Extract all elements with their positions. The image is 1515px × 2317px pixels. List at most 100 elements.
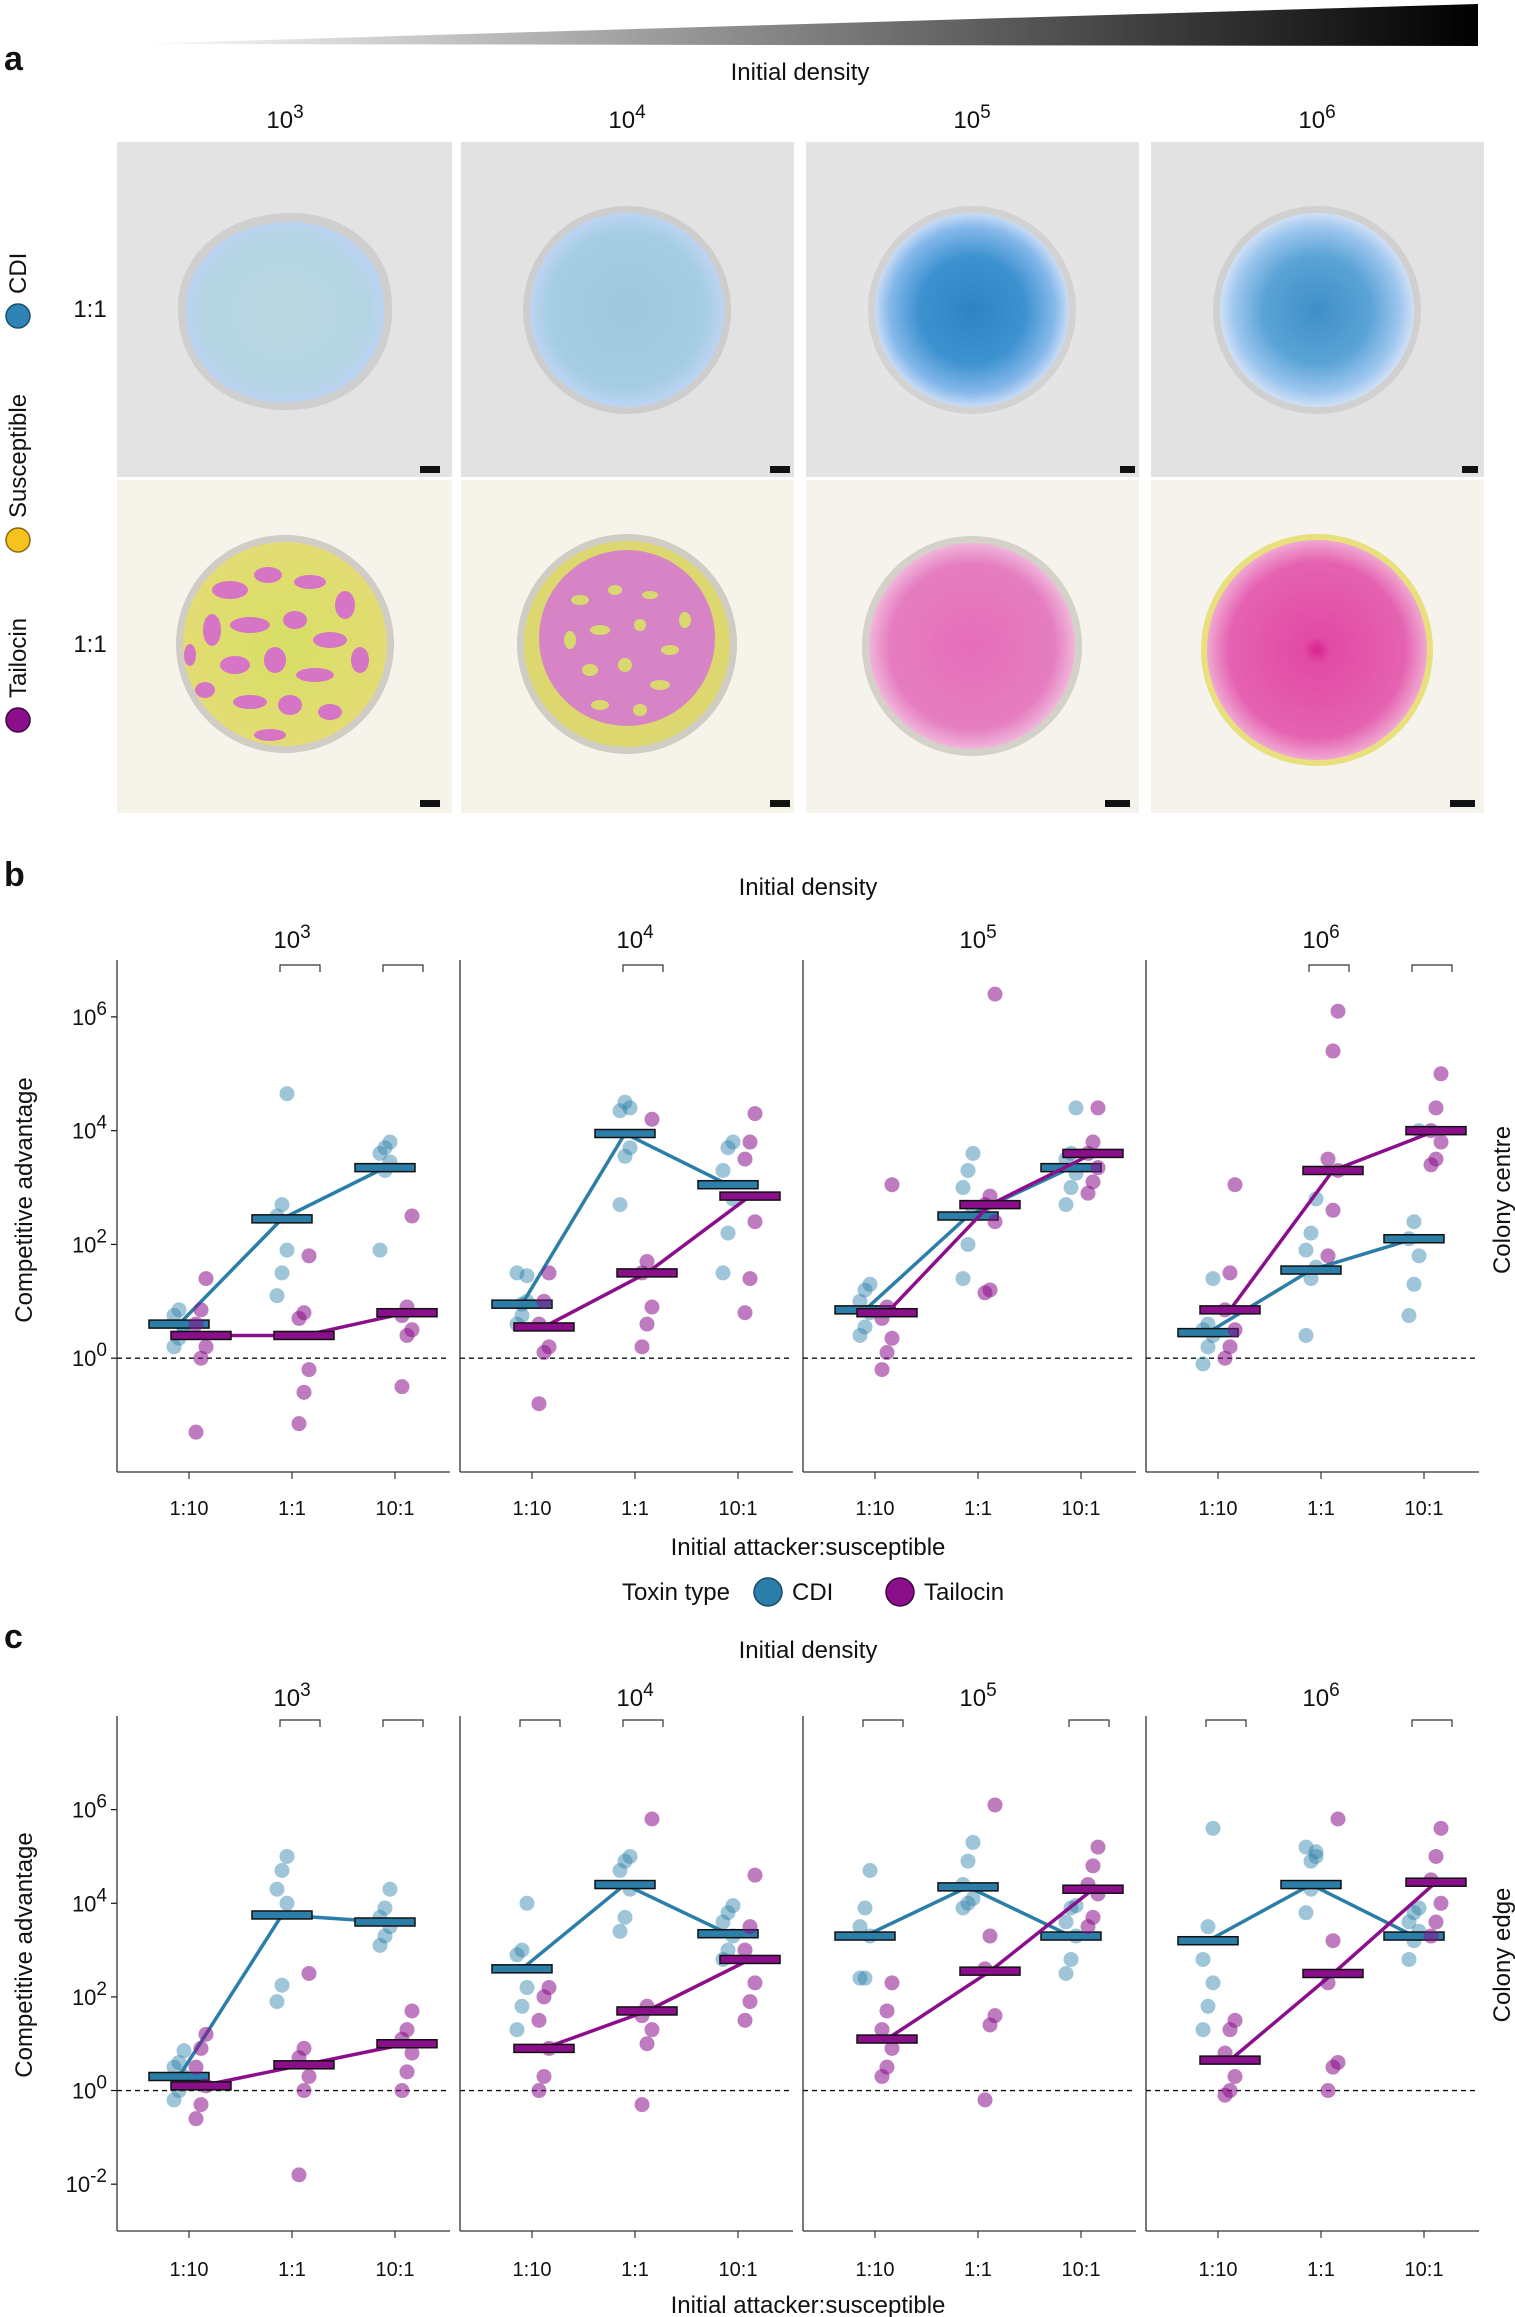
cdi-median-bar	[354, 1162, 416, 1173]
subplot-c-10-4: 104 1:10 1:1 10:1	[459, 1680, 793, 2281]
cdi-point	[965, 1891, 981, 1907]
cdi-point	[955, 1271, 971, 1287]
panel-b-xlabel: Initial attacker:susceptible	[671, 1534, 946, 1561]
cdi-point	[617, 1148, 633, 1164]
cdi-point	[1411, 1900, 1427, 1916]
cdi-point	[509, 1265, 525, 1281]
significance-bracket	[622, 964, 664, 972]
x-tick-label: 1:1	[621, 2259, 649, 2281]
x-tick-label: 10:1	[1405, 1498, 1444, 1520]
image-tailocin-10-6	[1151, 480, 1484, 813]
scale-bar	[420, 800, 440, 807]
tailocin-point	[1085, 1909, 1101, 1925]
tailocin-point	[634, 2097, 650, 2113]
x-tick-label: 10:1	[1062, 1498, 1101, 1520]
cdi-point	[279, 1895, 295, 1911]
cdi-median-bar	[1040, 1931, 1102, 1941]
tailocin-median-bar	[273, 2060, 335, 2070]
image-cdi-10-5	[806, 142, 1139, 477]
tailocin-point	[987, 2008, 1003, 2024]
cdi-point	[715, 1162, 731, 1178]
tailocin-point	[1428, 1848, 1444, 1864]
tailocin-point	[1222, 1339, 1238, 1355]
tailocin-point	[1090, 1100, 1106, 1116]
tailocin-point	[644, 1299, 660, 1315]
tailocin-point	[747, 1867, 763, 1883]
tailocin-point	[644, 1811, 660, 1827]
x-tick-label: 1:1	[964, 2259, 992, 2281]
cdi-point	[622, 1100, 638, 1116]
tailocin-colony	[1207, 540, 1427, 760]
cdi-point	[166, 2092, 182, 2108]
significance-bracket	[519, 1719, 561, 1727]
chart-panel-c: 10-2 100 102 104 106 103 1:10 1:1 10:1 104 1:10 1:1…	[66, 1680, 1479, 2281]
significance-bracket	[382, 964, 424, 972]
cdi-point	[1200, 1919, 1216, 1935]
x-tick-label: 1:10	[1199, 2259, 1238, 2281]
tailocin-point	[874, 2022, 890, 2038]
x-tick-label: 10:1	[376, 2259, 415, 2281]
tailocin-point	[1085, 1858, 1101, 1874]
tailocin-point	[541, 1265, 557, 1281]
cdi-colony	[530, 213, 724, 407]
cdi-point	[960, 1236, 976, 1252]
image-cdi-10-3	[117, 142, 452, 477]
legend-cdi-label: CDI	[792, 1579, 833, 1606]
significance-bracket	[382, 1719, 424, 1727]
tailocin-point	[1227, 2012, 1243, 2028]
panel-b-label: b	[4, 856, 25, 894]
tailocin-point	[1320, 2083, 1336, 2099]
cdi-point	[1205, 1271, 1221, 1287]
tailocin-point	[987, 1797, 1003, 1813]
cdi-point	[1401, 1914, 1417, 1930]
cdi-point	[852, 1919, 868, 1935]
cdi-point	[1303, 1853, 1319, 1869]
tailocin-point	[296, 1384, 312, 1400]
cdi-median-bar	[697, 1179, 759, 1190]
cdi-point	[720, 1225, 736, 1241]
tailocin-point	[1325, 1202, 1341, 1218]
cdi-point	[1308, 1844, 1324, 1860]
tailocin-median-bar	[1199, 1305, 1261, 1315]
cdi-point	[1063, 1951, 1079, 1967]
cdi-point	[1200, 1339, 1216, 1355]
density-label: 103	[273, 1680, 310, 1712]
subplot-b-10-4: 104 1:10 1:1 10:1	[459, 922, 793, 1520]
cdi-colony	[875, 213, 1069, 407]
tailocin-point	[1433, 1820, 1449, 1836]
cdi-point	[857, 1319, 873, 1335]
tailocin-point	[977, 2092, 993, 2108]
subplot-c-10-6: 106 1:10 1:1 10:1	[1145, 1680, 1479, 2281]
cdi-point	[1205, 1975, 1221, 1991]
x-tick-label: 10:1	[719, 2259, 758, 2281]
tailocin-median-bar	[170, 2081, 232, 2091]
cdi-point	[955, 1180, 971, 1196]
panel-c-side-label: Colony edge	[1489, 1888, 1515, 2023]
cdi-point	[279, 1242, 295, 1258]
tailocin-point	[1090, 1160, 1106, 1176]
y-tick-label: 104	[72, 1113, 107, 1144]
x-tick-label: 10:1	[1405, 2259, 1444, 2281]
cdi-point	[1195, 1951, 1211, 1967]
tailocin-point	[198, 1339, 214, 1355]
tailocin-core	[539, 550, 715, 726]
tailocin-point	[301, 1362, 317, 1378]
cdi-point	[377, 1140, 393, 1156]
cdi-point	[617, 1909, 633, 1925]
cdi-colony	[185, 221, 385, 403]
significance-bracket	[279, 964, 321, 972]
density-gradient-wedge	[130, 4, 1478, 46]
cdi-point	[1401, 1951, 1417, 1967]
susceptible-patches	[564, 585, 691, 716]
cdi-point	[852, 1327, 868, 1343]
legend-title: Toxin type	[622, 1579, 730, 1606]
legend-cdi-dot	[753, 1577, 783, 1607]
cdi-point	[1195, 1356, 1211, 1372]
cdi-point	[372, 1242, 388, 1258]
tailocin-point	[296, 2040, 312, 2056]
cdi-point	[171, 2054, 187, 2070]
tailocin-point	[1222, 1265, 1238, 1281]
cdi-point	[519, 1268, 535, 1284]
cdi-median-bar	[491, 1299, 553, 1309]
tailocin-median-bar	[959, 1199, 1021, 1210]
